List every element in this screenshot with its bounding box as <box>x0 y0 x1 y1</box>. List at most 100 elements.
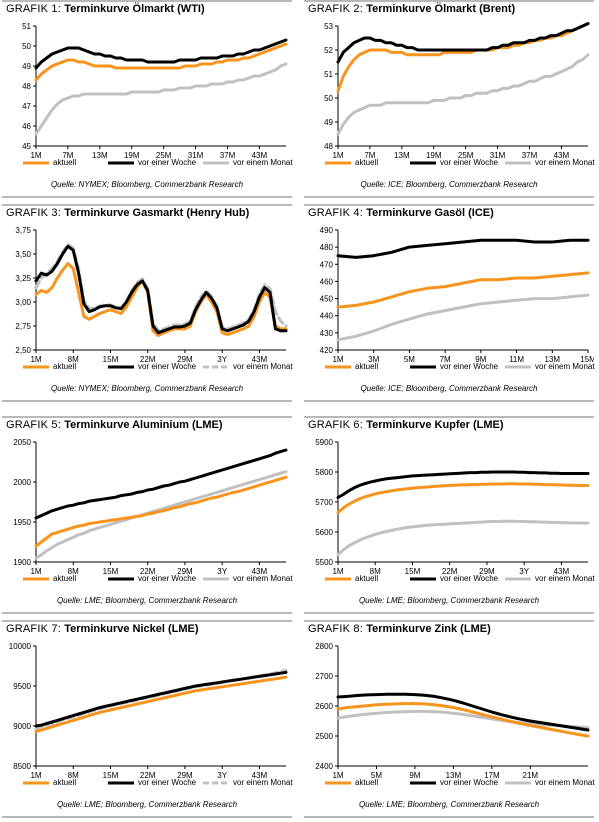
x-tick-label: 29M <box>177 771 193 780</box>
legend-swatch <box>23 365 49 369</box>
y-tick-label: 450 <box>320 295 334 304</box>
legend-label: vor einem Monat <box>233 158 293 167</box>
x-tick-label: 7M <box>62 151 73 160</box>
legend-item: vor einer Woche <box>107 362 196 371</box>
legend-label: aktuell <box>53 158 77 167</box>
chart-label-prefix: GRAFIK 1: <box>6 3 65 15</box>
y-tick-label: 2,75 <box>15 322 31 331</box>
series-line-vor-einer-woche <box>34 670 288 728</box>
legend-item: vor einer Woche <box>107 574 196 583</box>
series-line-aktuell <box>336 702 590 738</box>
x-tick-label: 19M <box>124 151 140 160</box>
y-tick-label: 51 <box>22 22 31 31</box>
legend-item: vor einer Woche <box>409 778 498 787</box>
chart-source: Quelle: NYMEX; Bloomberg, Commerzbank Re… <box>50 384 244 393</box>
y-tick-label: 45 <box>22 142 31 151</box>
legend-swatch <box>23 781 49 785</box>
x-tick-label: 22M <box>140 771 156 780</box>
legend-label: aktuell <box>355 362 379 371</box>
y-tick-label: 2700 <box>315 672 333 681</box>
chart-source: Quelle: LME; Bloomberg, Commerzbank Rese… <box>56 800 238 809</box>
legend-swatch <box>108 577 134 581</box>
x-tick-label: 3M <box>368 355 379 364</box>
x-tick-label: 8M <box>370 567 381 576</box>
chart-source: Quelle: NYMEX; Bloomberg, Commerzbank Re… <box>50 180 244 189</box>
series-line-vor-einer-woche <box>336 22 590 64</box>
legend-swatch <box>108 161 134 165</box>
x-tick-label: 1M <box>332 771 343 780</box>
series-line-aktuell <box>336 271 590 309</box>
x-tick-label: 5M <box>404 355 415 364</box>
chart-svg: 5500 5600 5700 5800 5900 1M 8M 15M 22M 29M 3Y 43M <box>315 438 590 576</box>
legend-swatch <box>108 365 134 369</box>
panel-top-divider <box>2 204 292 206</box>
chart-title: GRAFIK 8: Terminkurve Zink (LME) <box>308 623 491 635</box>
y-tick-label: 490 <box>320 226 334 235</box>
x-tick-label: 1M <box>332 355 343 364</box>
chart-title-text: Terminkurve Gasöl (ICE) <box>366 207 494 219</box>
y-tick-label: 3,50 <box>15 250 31 259</box>
y-tick-label: 3,25 <box>15 274 31 283</box>
series-line-aktuell <box>34 675 288 734</box>
chart-panel-2: GRAFIK 2: Terminkurve Ölmarkt (Brent) 48 4… <box>304 0 595 202</box>
legend-label: vor einem Monat <box>535 778 595 787</box>
panel-bottom-divider <box>304 196 594 198</box>
x-tick-label: 31M <box>188 151 204 160</box>
legend-label: vor einer Woche <box>138 158 197 167</box>
chart-title: GRAFIK 2: Terminkurve Ölmarkt (Brent) <box>308 3 515 15</box>
series-line-vor-einem-monat <box>336 53 590 136</box>
legend-item: vor einem Monat <box>504 158 595 167</box>
x-tick-label: 25M <box>458 151 474 160</box>
legend-item: vor einem Monat <box>202 362 293 371</box>
x-tick-label: 8M <box>68 355 79 364</box>
panel-bottom-divider <box>2 816 292 818</box>
panel-bottom-divider <box>2 612 292 614</box>
x-tick-label: 1M <box>30 151 41 160</box>
legend-label: vor einer Woche <box>138 574 197 583</box>
series-line-vor-einer-woche <box>336 692 590 732</box>
y-tick-label: 5600 <box>315 528 333 537</box>
chart-source: Quelle: LME; Bloomberg, Commerzbank Rese… <box>358 596 540 605</box>
y-tick-label: 470 <box>320 260 334 269</box>
x-tick-label: 43M <box>554 567 570 576</box>
legend-label: aktuell <box>53 362 77 371</box>
legend-swatch <box>410 161 436 165</box>
legend-swatch <box>505 781 531 785</box>
series-line-vor-einer-woche <box>336 238 590 259</box>
legend-label: vor einem Monat <box>233 574 293 583</box>
x-tick-label: 3Y <box>217 771 227 780</box>
y-tick-label: 1900 <box>13 558 31 567</box>
panel-bottom-divider <box>304 816 594 818</box>
legend-swatch <box>410 365 436 369</box>
y-tick-label: 2600 <box>315 702 333 711</box>
x-tick-label: 13M <box>92 151 108 160</box>
chart-title-text: Terminkurve Nickel (LME) <box>64 623 199 635</box>
legend-swatch <box>325 365 351 369</box>
legend-label: vor einer Woche <box>440 158 499 167</box>
x-tick-label: 22M <box>140 567 156 576</box>
x-tick-label: 29M <box>177 567 193 576</box>
panel-bottom-divider <box>304 400 594 402</box>
series-line-aktuell <box>336 22 590 93</box>
y-tick-label: 2400 <box>315 762 333 771</box>
chart-svg: 45 46 47 48 49 50 51 1M 7M 13M 19M 25M 31M 37M 43M <box>22 22 288 160</box>
legend-label: aktuell <box>355 574 379 583</box>
x-tick-label: 15M <box>103 771 119 780</box>
panel-top-divider <box>304 620 594 622</box>
y-tick-label: 480 <box>320 243 334 252</box>
y-tick-label: 48 <box>22 82 31 91</box>
x-tick-label: 25M <box>156 151 172 160</box>
x-tick-label: 43M <box>252 151 268 160</box>
y-tick-label: 9500 <box>13 682 31 691</box>
legend-label: vor einem Monat <box>233 362 293 371</box>
chart-panel-4: GRAFIK 4: Terminkurve Gasöl (ICE) 420 430 4… <box>304 204 595 406</box>
legend-swatch <box>505 365 531 369</box>
series-line-vor-einer-woche <box>34 38 288 70</box>
legend-item: vor einer Woche <box>409 158 498 167</box>
y-tick-label: 430 <box>320 329 334 338</box>
legend-swatch <box>325 161 351 165</box>
chart-panel-5: GRAFIK 5: Terminkurve Aluminium (LME) 190… <box>2 416 293 618</box>
legend-swatch <box>505 161 531 165</box>
chart-panel-7: GRAFIK 7: Terminkurve Nickel (LME) 8500 90… <box>2 620 293 822</box>
y-tick-label: 2,50 <box>15 346 31 355</box>
